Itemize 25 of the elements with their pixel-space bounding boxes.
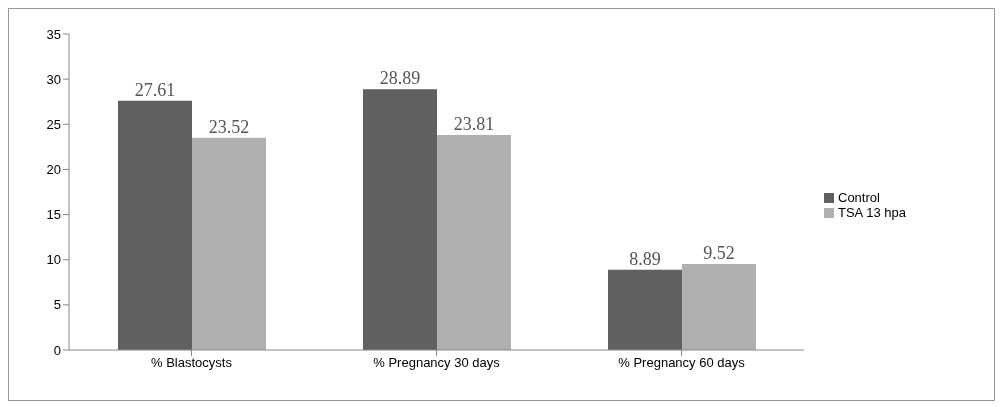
bar	[608, 269, 682, 350]
data-label: 8.89	[629, 248, 661, 269]
bar	[192, 137, 266, 350]
data-label: 23.81	[453, 114, 495, 135]
y-tick-label: 30	[46, 71, 61, 87]
legend-label: TSA 13 hpa	[838, 204, 906, 220]
data-label: 9.52	[703, 243, 735, 264]
y-tick-label: 5	[53, 297, 61, 313]
bar	[363, 89, 437, 350]
data-label: 27.61	[134, 79, 176, 100]
bar	[437, 135, 511, 350]
x-tick-label: % Pregnancy 30 days	[373, 355, 501, 371]
bar	[682, 264, 756, 350]
data-label: 23.52	[208, 116, 250, 137]
bar	[118, 100, 192, 350]
y-tick-label: 25	[46, 116, 61, 132]
x-tick-label: % Blastocysts	[151, 355, 233, 371]
y-tick-label: 35	[46, 26, 61, 42]
y-tick-label: 10	[46, 252, 61, 268]
y-tick-label: 0	[53, 342, 61, 358]
y-tick-label: 20	[46, 162, 61, 178]
legend-label: Control	[838, 189, 880, 205]
x-tick-label: % Pregnancy 60 days	[618, 355, 746, 371]
y-tick-label: 15	[46, 207, 61, 223]
data-label: 28.89	[379, 68, 421, 89]
